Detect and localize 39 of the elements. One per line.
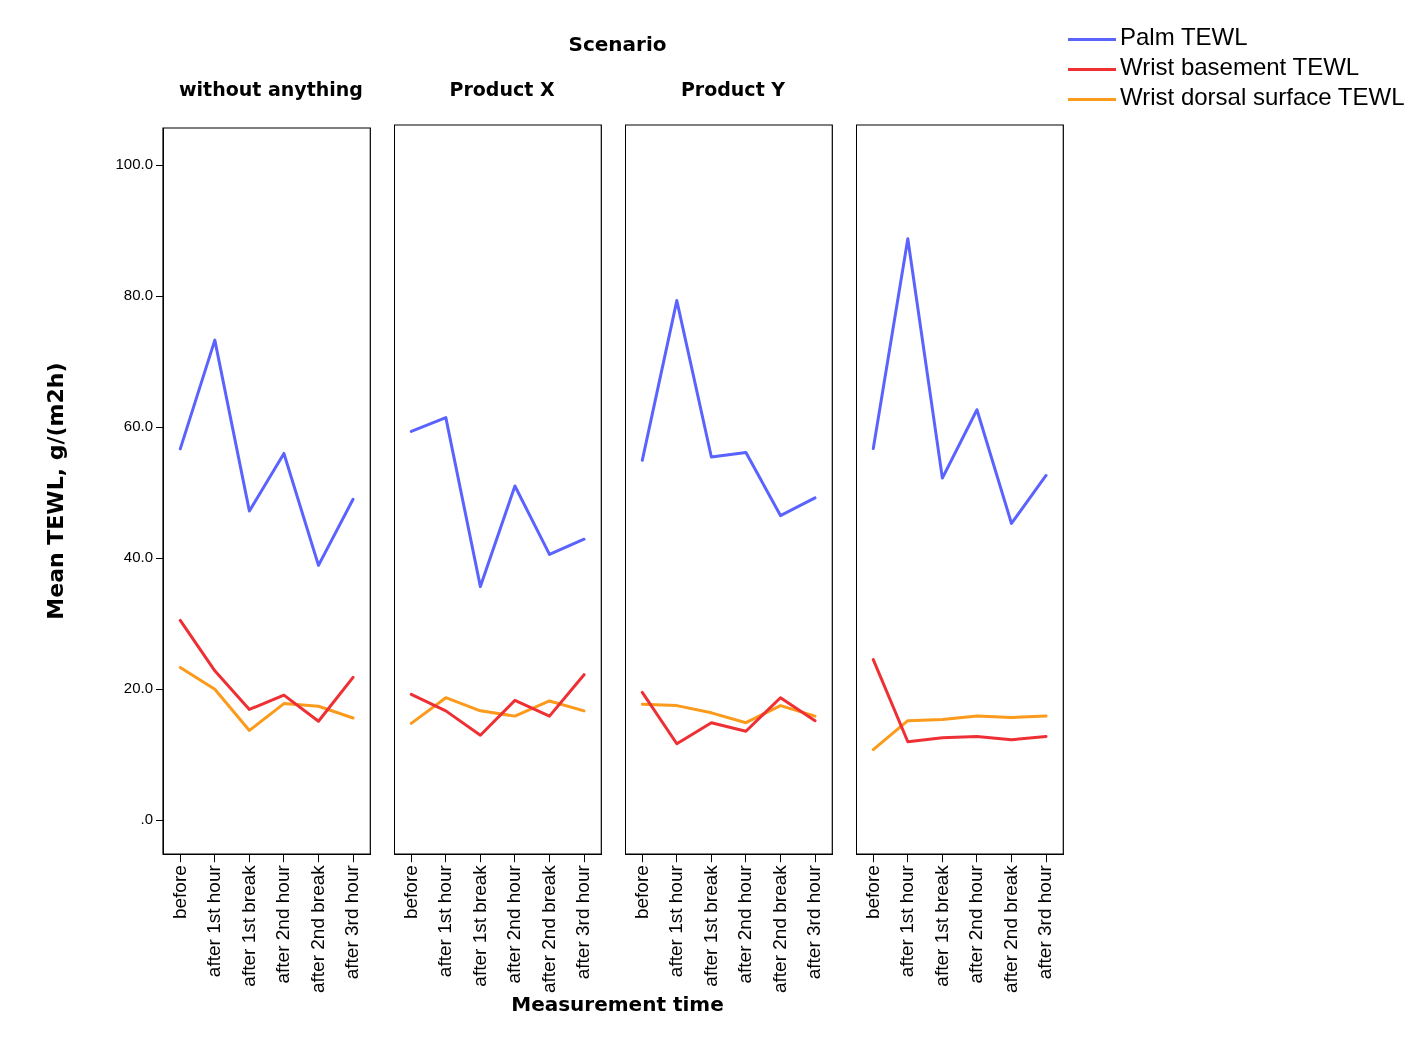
- x-tick-label: after 2nd break: [537, 864, 559, 994]
- y-tick-label: 60.0: [123, 417, 153, 435]
- y-tick-label: 100.0: [115, 155, 153, 173]
- x-tick-label: before: [168, 865, 190, 920]
- legend-label: Wrist dorsal surface TEWL: [1120, 83, 1406, 110]
- x-tick-label: after 1st break: [468, 864, 490, 987]
- x-tick-label: before: [630, 865, 652, 920]
- chart-title: without anything: [178, 78, 364, 102]
- x-tick-label: after 2nd break: [768, 864, 790, 994]
- x-tick-label: after 1st break: [237, 864, 259, 987]
- chart-title: Product Y: [679, 78, 787, 102]
- x-tick-label: after 1st break: [699, 864, 721, 987]
- x-tick-label: after 2nd hour: [272, 864, 294, 984]
- x-tick-label: after 3rd hour: [341, 864, 363, 980]
- x-tick-label: after 1st hour: [203, 864, 225, 978]
- x-tick-label: after 2nd hour: [734, 864, 756, 984]
- x-tick-label: before: [399, 865, 421, 920]
- text: Scenario: [567, 32, 668, 56]
- y-tick-label: 40.0: [123, 548, 153, 566]
- x-tick-label: after 2nd break: [999, 864, 1021, 994]
- legend-label: Wrist basement TEWL: [1120, 53, 1361, 80]
- y-axis-title: Mean TEWL, g/(m2h): [42, 362, 68, 620]
- x-tick-label: after 3rd hour: [1034, 864, 1056, 980]
- y-tick-label: 80.0: [123, 286, 153, 304]
- x-tick-label: after 2nd hour: [503, 864, 525, 984]
- x-tick-label: after 1st hour: [896, 864, 918, 978]
- y-tick-label: .0: [140, 810, 153, 828]
- chart-title: Product X: [448, 78, 556, 102]
- x-tick-label: after 1st hour: [665, 864, 687, 978]
- x-tick-label: after 1st hour: [434, 864, 456, 978]
- legend-label: Palm TEWL: [1120, 23, 1249, 50]
- x-axis-title: Measurement time: [510, 992, 725, 1016]
- x-tick-label: after 2nd break: [306, 864, 328, 994]
- x-tick-label: after 2nd hour: [965, 864, 987, 984]
- x-tick-label: before: [861, 865, 883, 920]
- x-tick-label: after 3rd hour: [803, 864, 825, 980]
- x-tick-label: after 3rd hour: [572, 864, 594, 980]
- y-tick-label: 20.0: [123, 679, 153, 697]
- x-tick-label: after 1st break: [930, 864, 952, 987]
